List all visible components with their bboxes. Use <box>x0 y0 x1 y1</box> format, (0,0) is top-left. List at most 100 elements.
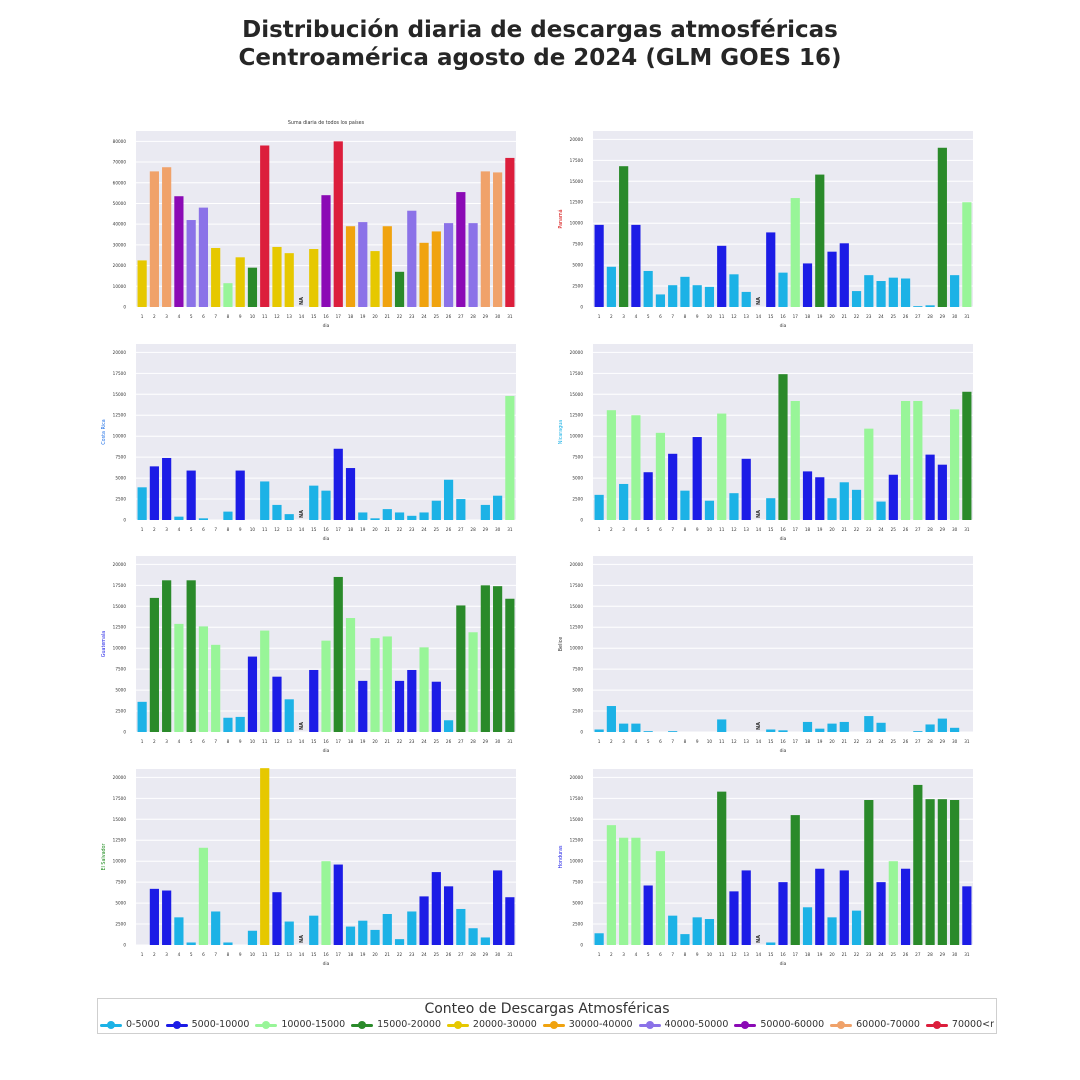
y-axis-label: Costa Rica <box>101 419 107 444</box>
bar <box>619 166 629 307</box>
y-tick-label: 7500 <box>115 455 126 460</box>
y-tick-label: 17500 <box>570 158 584 163</box>
x-tick-label: 17 <box>793 952 799 957</box>
bar <box>321 640 331 732</box>
x-tick-label: 13 <box>287 739 293 744</box>
x-tick-label: 13 <box>287 314 293 319</box>
legend-label: 30000-40000 <box>568 1019 633 1030</box>
x-tick-label: 1 <box>598 952 601 957</box>
legend-item: 40000-50000 <box>638 1019 728 1030</box>
bar <box>606 266 616 307</box>
x-tick-label: 12 <box>274 952 280 957</box>
legend-swatch <box>351 1020 374 1030</box>
bar <box>309 249 319 307</box>
y-tick-label: 2500 <box>572 284 583 289</box>
bar <box>668 453 678 520</box>
bar <box>456 605 466 732</box>
bar <box>655 294 666 307</box>
x-tick-label: 8 <box>227 739 230 744</box>
x-tick-label: 1 <box>598 314 601 319</box>
bar <box>223 717 233 732</box>
y-tick-label: 12500 <box>570 625 584 630</box>
x-tick-label: 25 <box>434 739 440 744</box>
x-tick-label: 14 <box>299 739 305 744</box>
x-tick-label: 2 <box>610 527 613 532</box>
bar <box>766 942 776 945</box>
x-tick-label: 19 <box>817 314 823 319</box>
bar <box>186 220 196 307</box>
x-tick-label: 27 <box>458 314 464 319</box>
x-tick-label: 19 <box>817 739 823 744</box>
x-tick-label: 16 <box>780 952 786 957</box>
legend-swatch <box>255 1020 278 1030</box>
x-tick-label: 24 <box>878 952 884 957</box>
x-tick-label: 22 <box>397 527 403 532</box>
y-tick-label: 17500 <box>113 583 127 588</box>
bar <box>704 500 715 520</box>
x-tick-label: 15 <box>768 527 774 532</box>
legend: Conteo de Descargas Atmosféricas 0-5000 5… <box>97 998 997 1034</box>
bar <box>321 861 331 945</box>
x-tick-label: 24 <box>878 739 884 744</box>
x-tick-label: 25 <box>434 952 440 957</box>
x-tick-label: 14 <box>299 952 305 957</box>
bar <box>382 913 392 945</box>
bar <box>333 864 343 945</box>
na-label: NA <box>299 722 305 730</box>
bar <box>394 271 405 307</box>
x-tick-label: 17 <box>793 314 799 319</box>
bar <box>235 257 245 307</box>
bar <box>309 485 319 520</box>
x-tick-label: 27 <box>915 952 921 957</box>
y-tick-label: 15000 <box>570 392 584 397</box>
y-tick-label: 50000 <box>113 201 127 206</box>
bar <box>370 638 380 732</box>
y-tick-label: 10000 <box>113 859 127 864</box>
bar <box>790 815 800 945</box>
x-tick-label: 30 <box>495 314 501 319</box>
bar <box>333 141 343 307</box>
bar <box>692 285 702 307</box>
x-tick-label: 10 <box>707 739 713 744</box>
legend-title: Conteo de Descargas Atmosféricas <box>424 1001 670 1017</box>
x-tick-label: 7 <box>671 527 674 532</box>
x-tick-label: 19 <box>817 527 823 532</box>
bar <box>815 174 825 307</box>
x-tick-label: 19 <box>360 314 366 319</box>
bar <box>223 942 233 945</box>
bar <box>493 495 503 520</box>
bar <box>174 623 184 732</box>
x-tick-label: 6 <box>202 527 205 532</box>
x-tick-label: 21 <box>385 952 391 957</box>
x-tick-label: 27 <box>458 952 464 957</box>
y-tick-label: 2500 <box>115 922 126 927</box>
x-tick-label: 4 <box>178 314 181 319</box>
bar <box>876 501 886 520</box>
x-tick-label: 4 <box>635 314 638 319</box>
x-tick-label: 11 <box>719 314 725 319</box>
y-tick-label: 0 <box>123 305 126 310</box>
x-tick-label: 13 <box>744 739 750 744</box>
y-tick-label: 15000 <box>113 817 127 822</box>
x-tick-label: 3 <box>165 739 168 744</box>
x-tick-label: 12 <box>731 739 737 744</box>
y-tick-label: 0 <box>580 305 583 310</box>
bar <box>149 466 159 520</box>
bar <box>643 731 653 732</box>
y-tick-label: 20000 <box>113 562 127 567</box>
na-label: NA <box>756 297 762 305</box>
x-tick-label: 13 <box>744 952 750 957</box>
x-tick-label: 3 <box>622 739 625 744</box>
bar <box>778 272 788 307</box>
legend-label: 0-5000 <box>126 1019 160 1030</box>
bar <box>876 722 886 732</box>
x-tick-label: 12 <box>731 314 737 319</box>
bar <box>802 263 813 307</box>
x-tick-label: 23 <box>409 739 415 744</box>
bar <box>643 885 653 945</box>
bar <box>272 892 282 945</box>
bar <box>900 400 911 520</box>
x-tick-label: 4 <box>635 952 638 957</box>
x-tick-label: 13 <box>287 952 293 957</box>
legend-item: 30000-40000 <box>542 1019 633 1030</box>
